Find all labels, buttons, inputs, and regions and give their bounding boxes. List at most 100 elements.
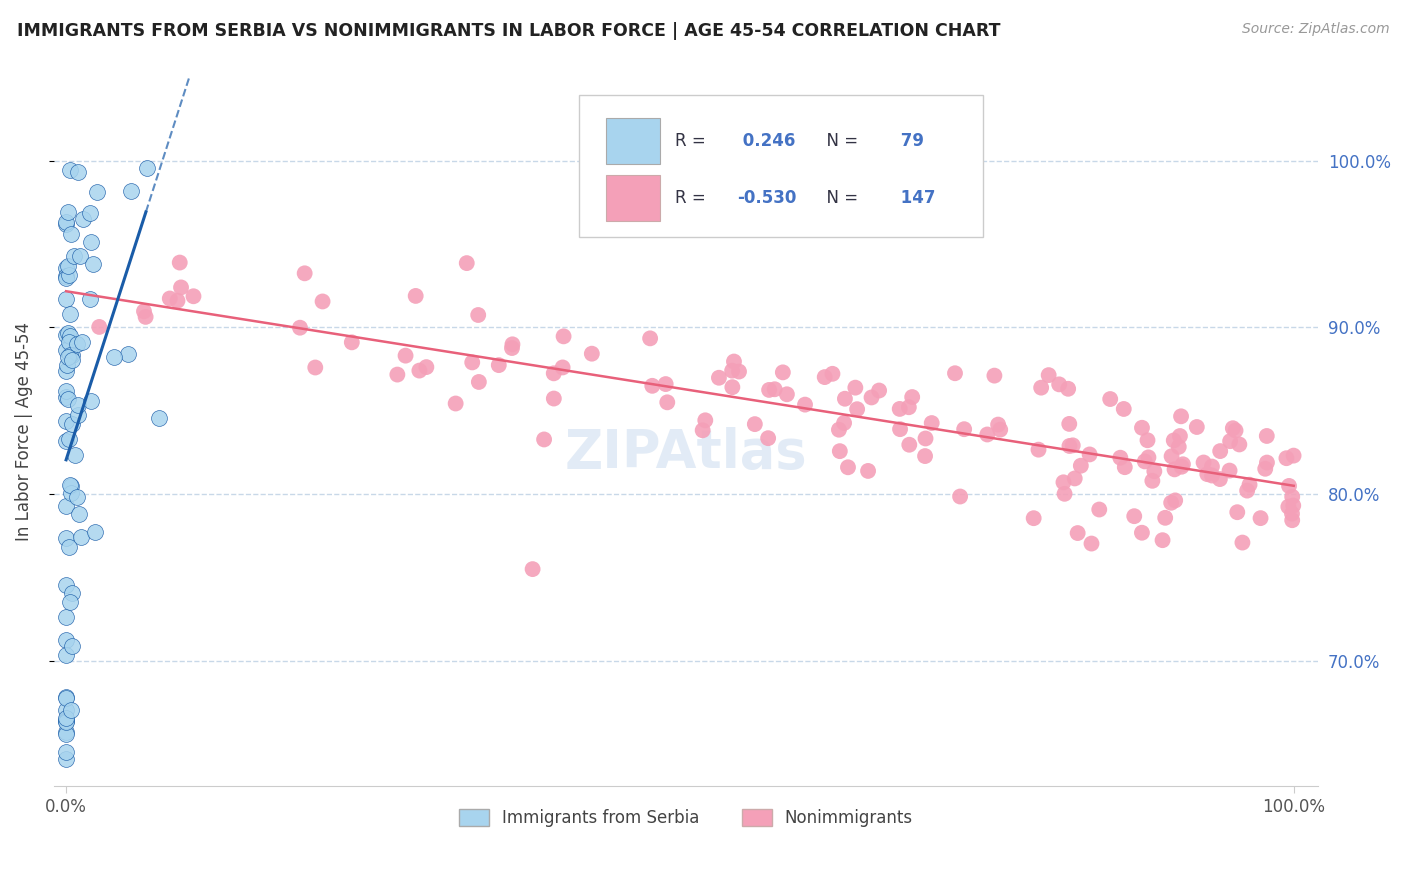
Point bbox=[55, 343, 77, 358]
Point bbox=[58, 350, 80, 364]
Point bbox=[1109, 450, 1132, 465]
Point bbox=[55, 714, 77, 728]
Point bbox=[1227, 437, 1250, 451]
Point bbox=[468, 375, 491, 389]
Point bbox=[60, 353, 83, 368]
Point bbox=[55, 745, 77, 759]
Point bbox=[1080, 536, 1102, 550]
Point bbox=[814, 370, 837, 384]
Point bbox=[58, 540, 80, 554]
Point bbox=[976, 427, 998, 442]
Point bbox=[69, 249, 91, 263]
Point bbox=[772, 365, 794, 379]
Point bbox=[654, 377, 676, 392]
Point bbox=[67, 165, 90, 179]
Point bbox=[744, 417, 766, 431]
Legend: Immigrants from Serbia, Nonimmigrants: Immigrants from Serbia, Nonimmigrants bbox=[453, 803, 920, 834]
Point bbox=[1256, 456, 1278, 470]
Point bbox=[1160, 449, 1182, 463]
Point bbox=[832, 416, 855, 430]
Point bbox=[1047, 377, 1070, 392]
Point bbox=[55, 690, 77, 704]
Point bbox=[1256, 429, 1278, 443]
Point bbox=[59, 162, 82, 177]
Point bbox=[1281, 490, 1303, 504]
Point bbox=[55, 390, 77, 404]
Point bbox=[169, 255, 191, 269]
Point bbox=[55, 261, 77, 276]
Point bbox=[1170, 409, 1192, 424]
Point bbox=[543, 367, 565, 381]
Point bbox=[1022, 511, 1045, 525]
Point bbox=[551, 360, 574, 375]
Point bbox=[901, 390, 924, 404]
Point bbox=[1168, 429, 1191, 443]
Point bbox=[721, 364, 744, 378]
Point bbox=[183, 289, 205, 303]
Point bbox=[80, 394, 103, 409]
Point bbox=[1185, 420, 1208, 434]
Point bbox=[638, 331, 661, 345]
Point bbox=[1133, 454, 1156, 468]
Text: N =: N = bbox=[817, 132, 863, 150]
Point bbox=[943, 366, 966, 380]
Point bbox=[1226, 505, 1249, 519]
Point bbox=[55, 727, 77, 741]
Point bbox=[1078, 447, 1101, 461]
Point bbox=[84, 525, 107, 540]
Text: Source: ZipAtlas.com: Source: ZipAtlas.com bbox=[1241, 22, 1389, 37]
FancyBboxPatch shape bbox=[579, 95, 983, 236]
Point bbox=[641, 379, 664, 393]
Point bbox=[949, 490, 972, 504]
Y-axis label: In Labor Force | Age 45-54: In Labor Force | Age 45-54 bbox=[15, 322, 32, 541]
Point bbox=[58, 268, 80, 283]
Point bbox=[1130, 525, 1153, 540]
Point bbox=[55, 610, 77, 624]
Point bbox=[1277, 500, 1299, 514]
Point bbox=[1066, 526, 1088, 541]
Point bbox=[59, 328, 82, 343]
Point bbox=[776, 387, 799, 401]
Point bbox=[1232, 535, 1254, 549]
Point bbox=[55, 327, 77, 342]
Point bbox=[59, 307, 82, 321]
Point bbox=[889, 422, 911, 436]
Point bbox=[1038, 368, 1060, 383]
Point bbox=[103, 351, 125, 365]
Point bbox=[844, 381, 866, 395]
Point bbox=[1070, 458, 1092, 473]
Point bbox=[1053, 487, 1076, 501]
Text: R =: R = bbox=[675, 132, 710, 150]
Point bbox=[120, 184, 142, 198]
Point bbox=[1281, 513, 1303, 527]
Point bbox=[581, 347, 603, 361]
Point bbox=[79, 292, 101, 306]
Point bbox=[66, 408, 89, 422]
Point bbox=[1114, 460, 1136, 475]
Point bbox=[70, 335, 93, 350]
Point bbox=[914, 449, 936, 463]
Text: 147: 147 bbox=[894, 189, 935, 207]
Point bbox=[914, 432, 936, 446]
Point bbox=[834, 392, 856, 406]
Point bbox=[63, 249, 86, 263]
Point bbox=[55, 384, 77, 398]
Point bbox=[1130, 421, 1153, 435]
Point bbox=[56, 205, 79, 219]
Point bbox=[953, 422, 976, 436]
Point bbox=[1028, 442, 1050, 457]
Point bbox=[415, 360, 437, 375]
Point bbox=[1163, 462, 1185, 476]
Point bbox=[294, 266, 316, 280]
Point bbox=[1192, 455, 1215, 469]
Point bbox=[987, 417, 1010, 432]
Point bbox=[166, 293, 188, 308]
Point bbox=[1143, 464, 1166, 478]
Point bbox=[394, 349, 416, 363]
Point bbox=[55, 648, 77, 663]
Point bbox=[1123, 509, 1146, 524]
Point bbox=[897, 401, 920, 415]
Point bbox=[408, 363, 430, 377]
Point bbox=[456, 256, 478, 270]
Text: ZIPAtlas: ZIPAtlas bbox=[565, 427, 807, 479]
